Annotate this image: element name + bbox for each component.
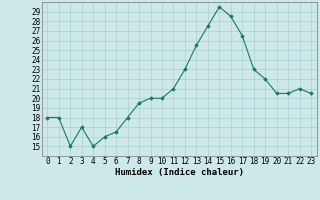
X-axis label: Humidex (Indice chaleur): Humidex (Indice chaleur) bbox=[115, 168, 244, 177]
